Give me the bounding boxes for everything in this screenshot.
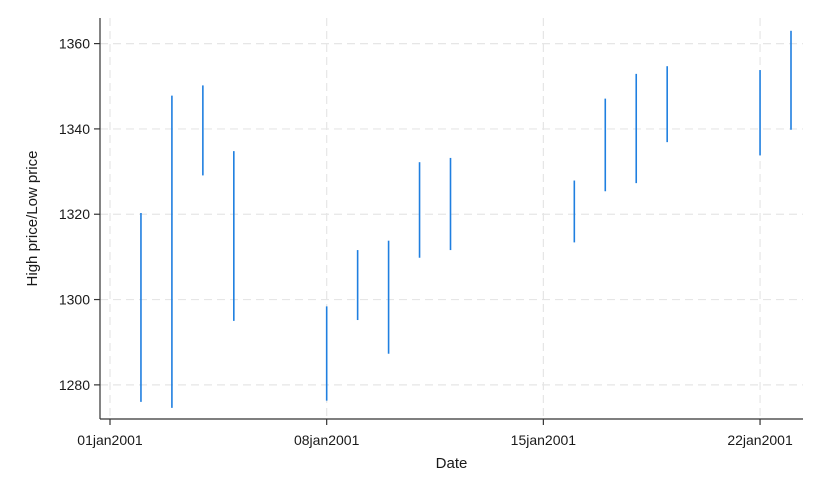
y-axis-title: High price/Low price (24, 151, 41, 287)
x-axis-ticks: 01jan2001 08jan2001 15jan2001 22jan2001 (77, 419, 793, 448)
y-tick-label: 1280 (59, 377, 90, 393)
x-axis-title: Date (436, 455, 468, 472)
x-tick-label: 22jan2001 (727, 432, 793, 448)
y-tick-label: 1320 (59, 206, 90, 222)
x-tick-label: 15jan2001 (511, 432, 577, 448)
y-tick-label: 1340 (59, 121, 90, 137)
axes (99, 18, 803, 420)
price-range-spikes (140, 30, 792, 408)
x-tick-label: 08jan2001 (294, 432, 360, 448)
grid-lines (100, 18, 803, 419)
y-tick-label: 1360 (59, 36, 90, 52)
y-tick-label: 1300 (59, 292, 90, 308)
x-tick-label: 01jan2001 (77, 432, 143, 448)
y-axis-ticks: 1280 1300 1320 1340 1360 (59, 36, 100, 393)
